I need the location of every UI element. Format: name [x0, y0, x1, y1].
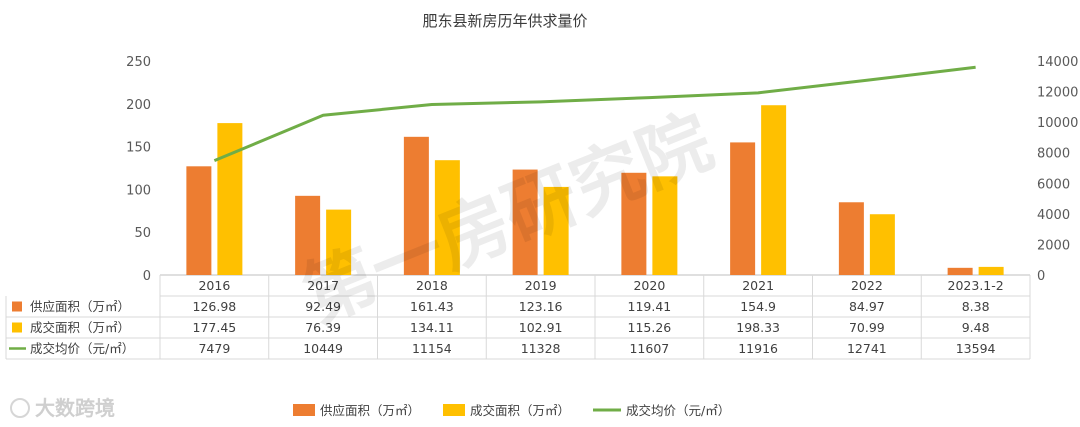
bars — [186, 105, 1004, 275]
bar — [295, 195, 321, 275]
table-cell: 8.38 — [962, 299, 990, 314]
table-series-label: 成交面积（万㎡） — [30, 320, 130, 335]
right-axis-tick-label: 4000 — [1037, 208, 1070, 223]
right-axis-tick-label: 6000 — [1037, 177, 1070, 192]
bar — [403, 136, 429, 275]
table-cell: 10449 — [303, 341, 343, 356]
left-axis-tick-label: 150 — [126, 141, 151, 156]
table-series-label: 供应面积（万㎡） — [30, 299, 130, 314]
table-cell: 134.11 — [410, 320, 454, 335]
table-series-label: 成交均价（元/㎡） — [30, 341, 134, 356]
left-axis-tick-label: 250 — [126, 55, 151, 70]
category-label: 2023.1-2 — [948, 278, 1004, 293]
table-cell: 13594 — [956, 341, 996, 356]
table-legend-key — [12, 322, 22, 333]
right-axis-tick-label: 12000 — [1037, 86, 1078, 101]
right-axis: 0 2000 4000 6000 8000 10000 12000 14000 — [1037, 55, 1078, 284]
bar — [978, 266, 1004, 275]
bar — [652, 176, 678, 275]
left-axis-tick-label: 200 — [126, 98, 151, 113]
legend-label: 供应面积（万㎡） — [320, 403, 420, 418]
legend-key — [443, 404, 465, 416]
table-cell: 161.43 — [410, 299, 454, 314]
legend-key — [293, 404, 315, 416]
table-cell: 7479 — [198, 341, 230, 356]
table-cell: 198.33 — [736, 320, 780, 335]
legend-label: 成交面积（万㎡） — [470, 403, 570, 418]
bar — [186, 166, 212, 275]
data-table: 供应面积（万㎡） 126.98 92.49 161.43 123.16 119.41 154… — [9, 299, 996, 356]
price-line — [213, 65, 976, 163]
table-cell: 11154 — [412, 341, 452, 356]
table-cell: 11916 — [738, 341, 778, 356]
category-label: 2017 — [307, 278, 339, 293]
chart-title: 肥东县新房历年供求量价 — [422, 12, 587, 30]
bar — [217, 123, 243, 275]
table-cell: 70.99 — [849, 320, 885, 335]
table-legend-key — [12, 301, 22, 312]
bar — [434, 160, 460, 275]
bar — [869, 214, 895, 275]
table-cell: 11328 — [521, 341, 561, 356]
bar — [543, 186, 569, 275]
left-axis-tick-label: 50 — [134, 226, 151, 241]
table-cell: 9.48 — [962, 320, 990, 335]
line-series — [213, 65, 976, 163]
category-label: 2021 — [742, 278, 774, 293]
left-axis-tick-label: 0 — [143, 269, 151, 284]
data-table-grid — [5, 274, 1031, 360]
category-label: 2020 — [633, 278, 665, 293]
brand-logo: 大数跨境 — [10, 396, 115, 420]
bar — [761, 105, 787, 275]
bar — [326, 209, 352, 275]
table-cell: 11607 — [629, 341, 669, 356]
bar — [730, 142, 756, 275]
table-cell: 154.9 — [740, 299, 776, 314]
left-axis-tick-label: 100 — [126, 183, 151, 198]
right-axis-tick-label: 14000 — [1037, 55, 1078, 70]
category-label: 2019 — [525, 278, 557, 293]
bar — [838, 202, 864, 275]
table-cell: 126.98 — [193, 299, 237, 314]
table-cell: 115.26 — [628, 320, 672, 335]
right-axis-tick-label: 0 — [1037, 269, 1045, 284]
category-label: 2022 — [851, 278, 883, 293]
bar — [512, 169, 538, 275]
right-axis-tick-label: 8000 — [1037, 147, 1070, 162]
legend-label: 成交均价（元/㎡） — [626, 403, 730, 418]
table-cell: 84.97 — [849, 299, 885, 314]
right-axis-tick-label: 2000 — [1037, 238, 1070, 253]
table-cell: 12741 — [847, 341, 887, 356]
table-cell: 102.91 — [519, 320, 563, 335]
table-cell: 119.41 — [628, 299, 672, 314]
brand-icon — [10, 398, 30, 418]
table-cell: 76.39 — [305, 320, 341, 335]
category-label: 2018 — [416, 278, 448, 293]
right-axis-tick-label: 10000 — [1037, 116, 1078, 131]
brand-text: 大数跨境 — [35, 396, 115, 420]
table-cell: 177.45 — [193, 320, 237, 335]
bar — [621, 172, 647, 275]
bar — [947, 267, 973, 275]
legend: 供应面积（万㎡） 成交面积（万㎡） 成交均价（元/㎡） — [293, 403, 730, 418]
category-label: 2016 — [198, 278, 230, 293]
table-cell: 123.16 — [519, 299, 563, 314]
table-cell: 92.49 — [305, 299, 341, 314]
category-labels: 2016 2017 2018 2019 2020 2021 2022 2023.1-2 — [198, 278, 1003, 293]
left-axis: 0 50 100 150 200 250 — [126, 55, 151, 284]
